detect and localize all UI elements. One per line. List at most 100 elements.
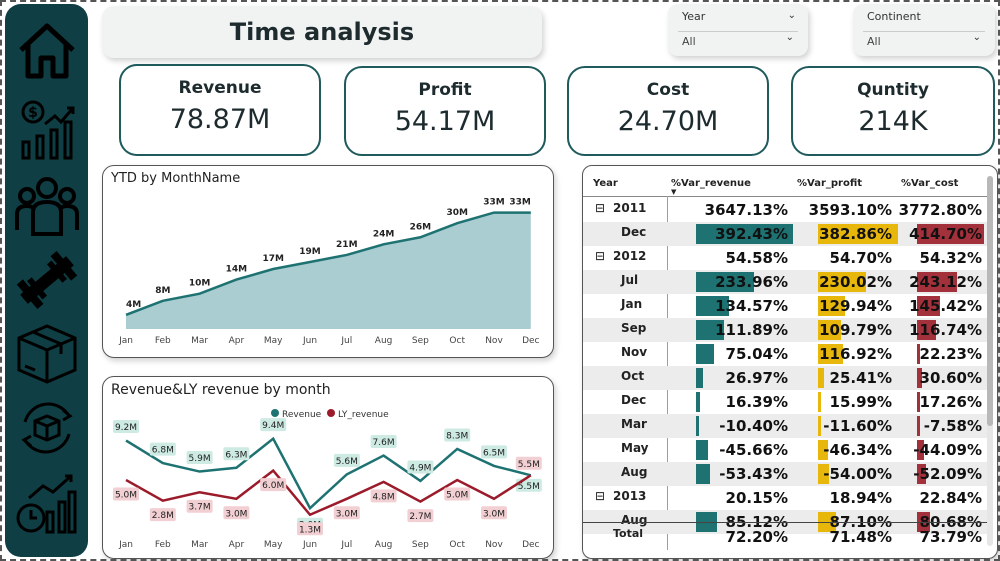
header-divider <box>583 196 987 197</box>
data-label: 2.7M <box>409 512 431 522</box>
table-row[interactable]: Aug -53.43% -54.00% -52.09% <box>583 462 987 486</box>
row-label: 2011 <box>613 201 647 215</box>
total-value: 71.48% <box>829 528 892 546</box>
sort-desc-icon[interactable]: ▼ <box>671 188 677 196</box>
data-bar <box>818 272 866 292</box>
value-cell: 230.02% <box>819 273 892 291</box>
collapse-icon[interactable]: ⊟ <box>595 489 606 503</box>
revenue-ly-line-chart: RevenueLY_revenue9.2M6.8M5.9M6.3M9.4M2.0… <box>113 409 542 550</box>
value-cell: 3772.80% <box>898 201 982 219</box>
table-row[interactable]: Jan 134.57% 129.94% 145.42% <box>583 294 987 318</box>
chevron-down-icon[interactable]: ⌄ <box>787 10 796 21</box>
table-row[interactable]: Nov 75.04% 116.92% 22.23% <box>583 342 987 366</box>
data-label-bg <box>370 489 397 503</box>
home-icon[interactable] <box>15 18 79 82</box>
x-tick-label: Apr <box>229 336 245 346</box>
x-tick-label: Jan <box>118 540 133 550</box>
year-slicer-value[interactable]: All <box>682 35 696 48</box>
variance-matrix[interactable]: Year %Var_revenue ▼ %Var_profit %Var_cos… <box>582 165 998 559</box>
year-slicer[interactable]: Year ⌄ All ⌄ <box>668 4 808 56</box>
collapse-icon[interactable]: ⊟ <box>595 249 606 263</box>
data-label-bg <box>333 453 360 467</box>
dropdown-chevron-icon[interactable]: ⌄ <box>785 32 794 43</box>
data-bar <box>818 224 898 244</box>
table-row[interactable]: Dec 392.43% 382.86% 414.70% <box>583 222 987 246</box>
data-bar <box>917 320 936 340</box>
row-label: Sep <box>621 321 647 335</box>
data-label: 4.9M <box>409 463 431 473</box>
box-cycle-icon[interactable] <box>15 396 79 460</box>
scrollbar-thumb[interactable] <box>987 176 993 426</box>
col-header-year[interactable]: Year <box>593 178 618 189</box>
data-label: 6.8M <box>152 446 174 456</box>
data-label: 9.4M <box>262 421 284 431</box>
data-label: 26M <box>410 222 432 232</box>
x-tick-label: May <box>264 540 283 550</box>
col-header-var-revenue[interactable]: %Var_revenue <box>671 178 751 189</box>
data-label: 30M <box>446 208 468 218</box>
data-label: 8M <box>155 286 170 296</box>
data-label-bg <box>149 508 176 522</box>
data-label-bg <box>186 499 213 513</box>
x-tick-label: Jun <box>302 540 317 550</box>
continent-slicer[interactable]: Continent All ⌄ <box>853 4 995 56</box>
data-bar <box>696 296 729 316</box>
time-chart-icon[interactable] <box>15 472 79 536</box>
revenue-growth-icon[interactable]: $ <box>15 98 79 162</box>
total-value: 72.20% <box>725 528 788 546</box>
customers-icon[interactable] <box>15 174 79 238</box>
year-slicer-label: Year <box>682 10 706 23</box>
table-row[interactable]: Sep 111.89% 109.79% 116.74% <box>583 318 987 342</box>
data-label-bg <box>481 445 507 459</box>
x-tick-label: Feb <box>155 540 171 550</box>
continent-slicer-value[interactable]: All <box>867 35 881 48</box>
table-row[interactable]: Dec 16.39% 15.99% 17.26% <box>583 390 987 414</box>
data-bar <box>818 320 842 340</box>
x-tick-label: Oct <box>449 540 465 550</box>
col-header-var-cost[interactable]: %Var_cost <box>901 178 959 189</box>
legend-label: Revenue <box>282 410 322 420</box>
table-row-year[interactable]: ⊟ 2012 54.58% 54.70% 54.32% <box>583 246 987 270</box>
data-bar <box>696 416 699 436</box>
divider <box>678 31 798 32</box>
svg-text:$: $ <box>28 105 38 121</box>
product-box-icon[interactable] <box>15 322 79 386</box>
data-bar <box>696 464 710 484</box>
table-row[interactable]: Mar -10.40% -11.60% -7.58% <box>583 414 987 438</box>
table-row[interactable]: Jul 233.96% 230.02% 243.12% <box>583 270 987 294</box>
data-label: 5.5M <box>518 460 540 470</box>
kpi-value: 24.70M <box>617 106 719 137</box>
value-cell: 116.92% <box>819 345 892 363</box>
table-row[interactable]: Oct 26.97% 25.41% 30.60% <box>583 366 987 390</box>
collapse-icon[interactable]: ⊟ <box>595 201 606 215</box>
data-label-bg <box>370 435 397 449</box>
revenue-ly-chart-panel[interactable]: Revenue&LY revenue by month Revenue LY_re… <box>102 376 554 559</box>
value-cell: 145.42% <box>909 297 982 315</box>
value-cell: -11.60% <box>823 417 892 435</box>
data-label: 7.6M <box>373 438 395 448</box>
data-bar <box>696 224 793 244</box>
data-label-bg <box>260 478 287 492</box>
value-cell: -7.58% <box>923 417 982 435</box>
table-row-year[interactable]: ⊟ 2011 3647.13% 3593.10% 3772.80% <box>583 198 987 222</box>
series-line <box>125 468 532 517</box>
col-header-var-profit[interactable]: %Var_profit <box>797 178 863 189</box>
data-bar <box>696 320 725 340</box>
row-label: Mar <box>621 417 647 431</box>
data-label-bg <box>444 487 471 501</box>
x-tick-label: Feb <box>155 336 171 346</box>
data-label-bg <box>260 418 287 432</box>
sidebar-nav: $ <box>5 4 88 557</box>
data-label: 17M <box>262 254 284 264</box>
ytd-chart-panel[interactable]: YTD by MonthName 4M 8M 10M 14M 17M 19M 21M 24M 2… <box>102 165 554 358</box>
x-tick-label: Sep <box>412 336 429 346</box>
data-bar <box>917 344 921 364</box>
table-row[interactable]: May -45.66% -46.34% -44.09% <box>583 438 987 462</box>
data-label: 3.7M <box>189 503 211 513</box>
dropdown-chevron-icon[interactable]: ⌄ <box>972 32 981 43</box>
value-cell: 111.89% <box>715 321 788 339</box>
dumbbell-icon[interactable] <box>15 248 79 312</box>
data-bar <box>696 392 700 412</box>
table-row-year[interactable]: ⊟ 2013 20.15% 18.94% 22.84% <box>583 486 987 510</box>
data-bar <box>917 416 920 436</box>
